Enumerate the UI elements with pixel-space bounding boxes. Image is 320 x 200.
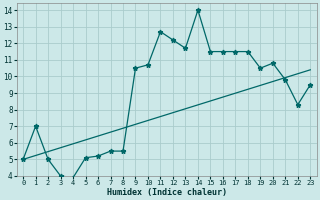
- X-axis label: Humidex (Indice chaleur): Humidex (Indice chaleur): [107, 188, 227, 197]
